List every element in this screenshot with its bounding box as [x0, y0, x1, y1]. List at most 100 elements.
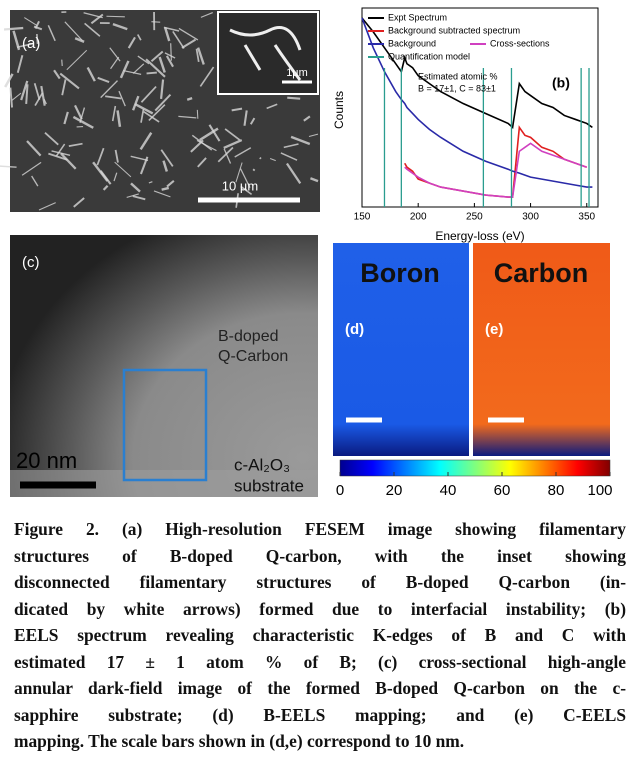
filament — [164, 52, 176, 59]
filament — [252, 168, 256, 172]
filament — [114, 161, 132, 178]
filament — [178, 115, 197, 119]
filament — [126, 193, 139, 198]
inset-scale-label: 1µm — [286, 67, 308, 79]
caption-line: Figure 2. (a) High-resolution FESEM imag… — [14, 519, 626, 539]
material-label: B-doped — [218, 328, 279, 345]
filament — [166, 180, 175, 188]
filament — [195, 48, 200, 63]
filament — [161, 186, 170, 191]
filament — [116, 110, 122, 127]
filament — [33, 25, 43, 31]
caption-line: EELS spectrum revealing characteristic K… — [14, 625, 626, 645]
filament — [139, 132, 153, 151]
legend-label: Quantification model — [388, 51, 470, 61]
filament — [53, 69, 61, 80]
filament — [21, 161, 42, 176]
filament — [234, 147, 252, 158]
filament — [90, 13, 104, 25]
filament — [310, 177, 319, 183]
filament — [118, 90, 126, 107]
filament — [97, 76, 110, 84]
filament — [44, 132, 59, 146]
filament — [186, 97, 193, 101]
filament — [12, 30, 21, 51]
filament — [114, 149, 119, 163]
filament — [31, 175, 39, 187]
filament — [303, 115, 311, 122]
panel-label: (a) — [22, 35, 40, 52]
filament — [63, 111, 69, 125]
spectrum-line — [361, 17, 593, 129]
filament — [249, 117, 256, 125]
filament — [36, 33, 39, 45]
caption-line: mapping. The scale bars shown in (d,e) c… — [14, 731, 465, 751]
filament — [3, 26, 24, 31]
spectrum-line — [361, 17, 593, 188]
panel-label: (e) — [485, 321, 503, 338]
filament — [47, 25, 56, 42]
filament — [16, 54, 24, 73]
filament — [59, 72, 80, 90]
colorbar-tick-label: 20 — [386, 482, 403, 499]
filament — [20, 80, 29, 101]
legend-label: Background subtracted spectrum — [388, 25, 520, 35]
region-box — [122, 368, 208, 482]
filament — [130, 182, 141, 193]
map-title: Carbon — [494, 258, 589, 288]
legend-label: Expt Spectrum — [388, 12, 447, 22]
filament — [181, 38, 197, 49]
filament — [280, 152, 298, 161]
filament — [200, 12, 213, 18]
colorbar-tick-label: 100 — [587, 482, 612, 499]
caption-line: disconnected filamentary structures of B… — [14, 572, 626, 592]
legend-label: Cross-sections — [490, 38, 550, 48]
sem-texture — [0, 11, 319, 211]
filament — [16, 42, 34, 48]
filament — [132, 63, 145, 74]
filament — [43, 98, 47, 105]
filament — [38, 202, 56, 211]
filament — [308, 133, 319, 138]
filament — [48, 152, 68, 161]
filament — [86, 66, 96, 82]
filament — [240, 185, 253, 196]
filament — [148, 104, 166, 122]
filament — [259, 156, 262, 160]
filament — [197, 157, 207, 168]
filament — [158, 56, 166, 73]
substrate-label: substrate — [234, 476, 304, 495]
filament — [148, 181, 153, 184]
filament — [132, 195, 146, 201]
filament — [146, 71, 157, 75]
x-tick-label: 250 — [466, 212, 483, 223]
filament — [61, 79, 67, 96]
x-tick-label: 150 — [354, 212, 371, 223]
filament — [72, 115, 94, 129]
filament — [165, 55, 174, 68]
filament — [137, 55, 150, 65]
filament — [140, 109, 145, 123]
filament — [99, 170, 112, 185]
caption-line: sapphire substrate; (d) B-EELS mapping; … — [14, 704, 626, 725]
filament — [134, 103, 154, 115]
filament — [235, 162, 243, 183]
scale-label: 20 nm — [16, 448, 77, 473]
scale-label: 10 µm — [222, 178, 258, 193]
colorbar — [339, 459, 611, 477]
caption-line: structures of B-doped Q-carbon, with the… — [14, 545, 626, 566]
filament — [150, 50, 164, 62]
filament — [163, 27, 171, 42]
legend-label: Background — [388, 38, 436, 48]
filament — [130, 155, 149, 162]
filament — [60, 152, 77, 170]
panel-label: (b) — [552, 75, 570, 91]
filament — [170, 43, 172, 61]
caption: Figure 2. (a) High-resolution FESEM imag… — [14, 516, 626, 755]
inset-filaments — [229, 26, 302, 81]
filament — [66, 49, 88, 71]
filament — [112, 23, 128, 31]
colorbar-tick-label: 60 — [494, 482, 511, 499]
filament — [127, 36, 136, 49]
